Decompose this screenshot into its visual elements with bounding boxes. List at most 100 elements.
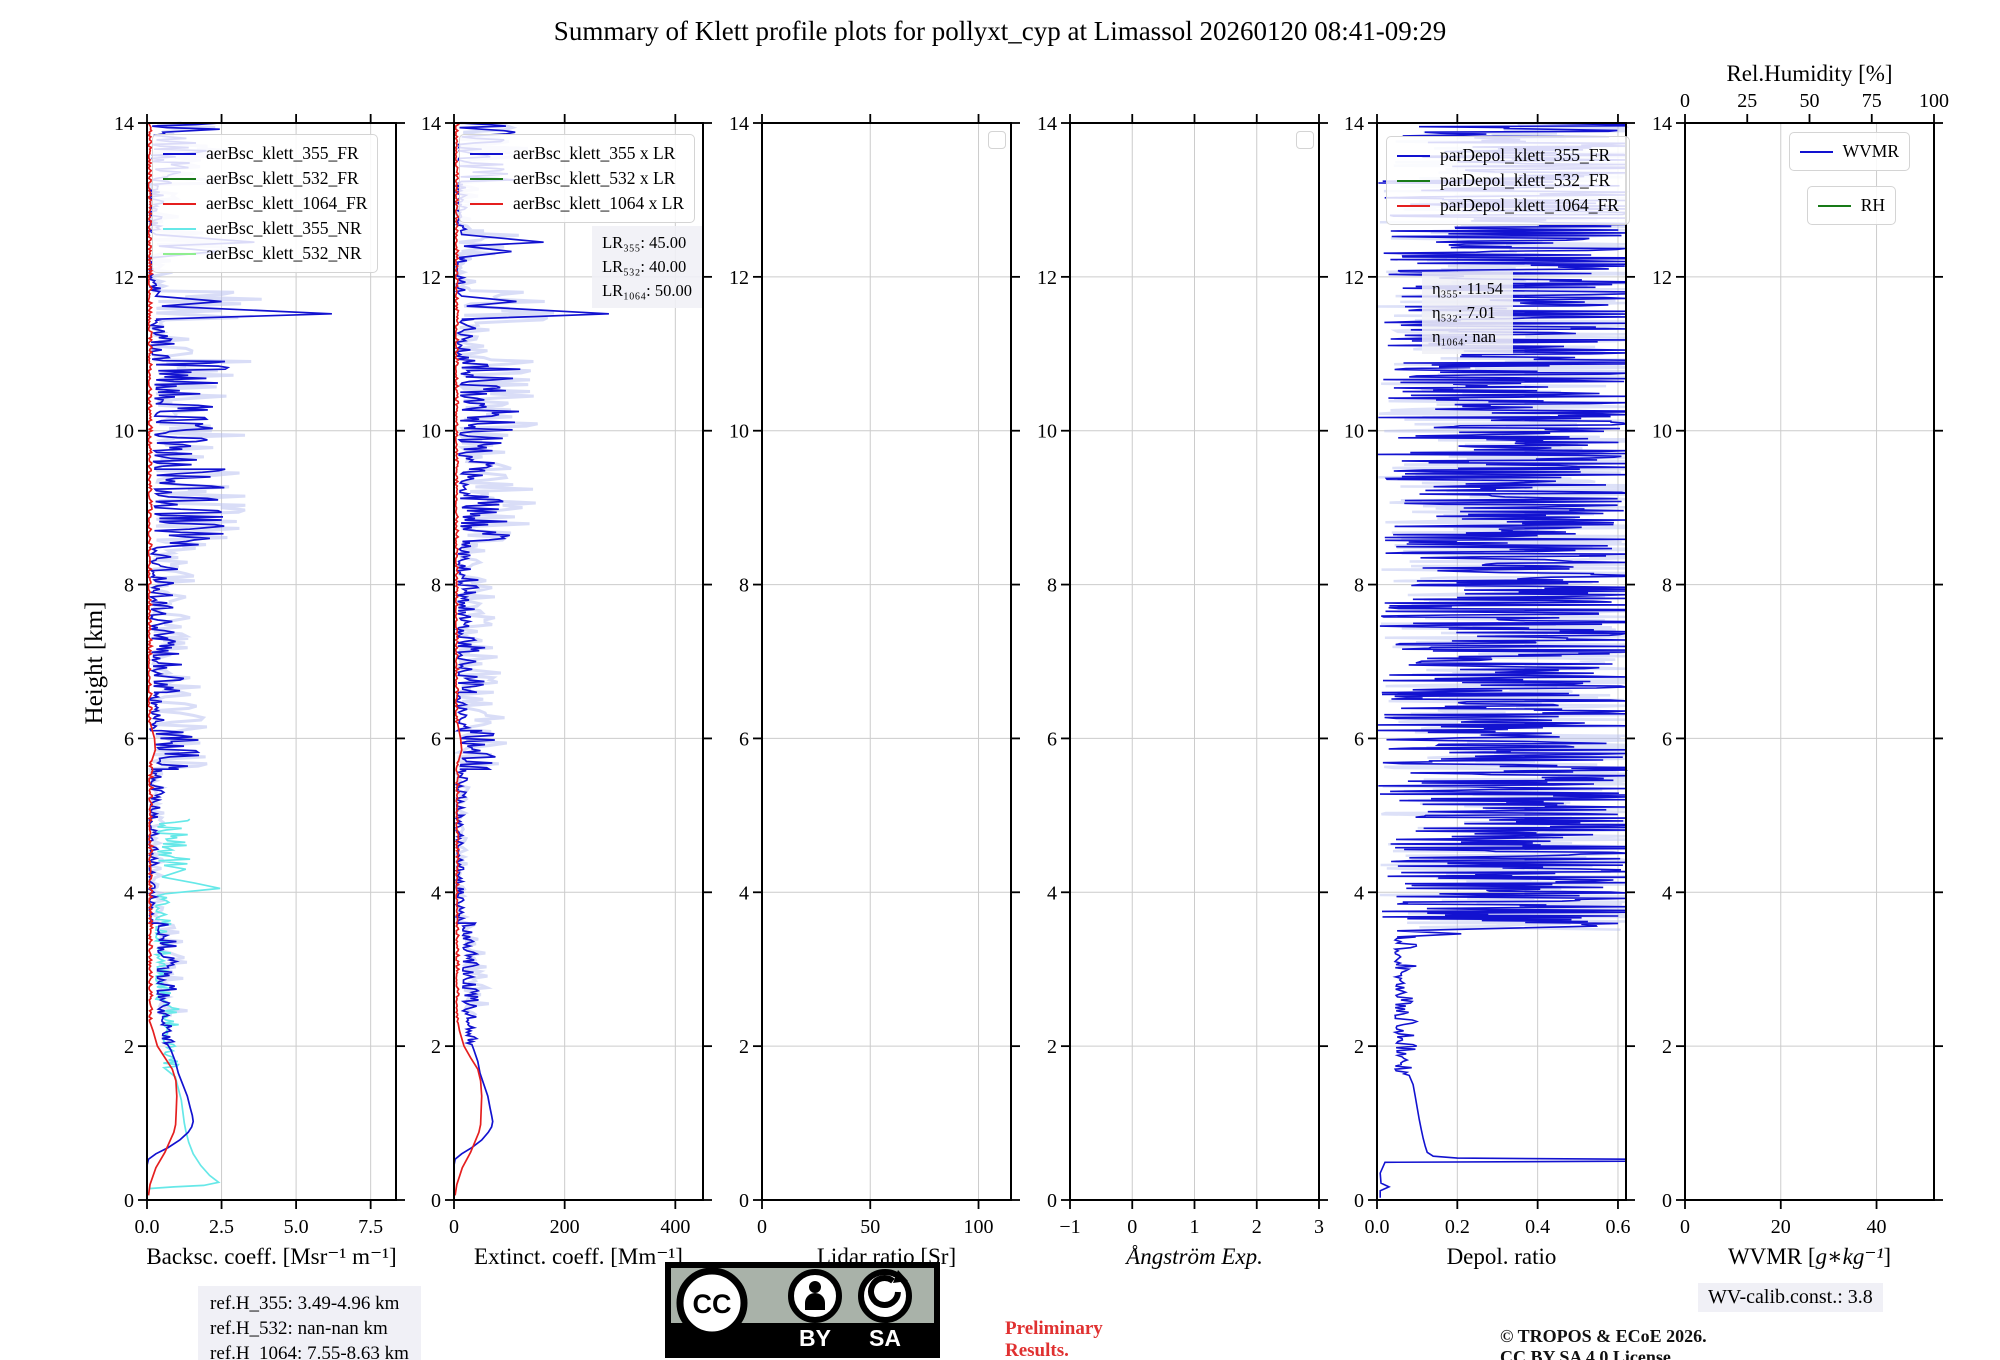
y-tick-label: 14 [421, 113, 441, 135]
legend-angstrom [1296, 131, 1314, 149]
legend-line-sample [163, 177, 196, 180]
y-tick-label: 4 [1662, 882, 1672, 904]
legend-entry: aerBsc_klett_355 x LR [470, 141, 684, 166]
y-tick-label: 2 [739, 1036, 749, 1058]
y-tick-label: 4 [124, 882, 134, 904]
top-tick-label: 100 [1919, 90, 1949, 112]
x-tick-label: 2.5 [209, 1216, 234, 1238]
y-tick-label: 4 [1047, 882, 1057, 904]
legend-entry: parDepol_klett_355_FR [1397, 143, 1619, 168]
plot-area-lidar-ratio: 0 50 100 0 2 4 6 8 10 12 14 [729, 113, 1020, 1238]
legend-backscatter: aerBsc_klett_355_FR aerBsc_klett_532_FR ae… [152, 134, 379, 273]
series-aerBsc_klett_1064_FR [146, 122, 178, 1196]
annotation-line: η₅₃₂: 7.01 [1432, 303, 1496, 322]
y-tick-label: 12 [1652, 267, 1672, 289]
legend-line-sample [470, 202, 503, 205]
plot-area-extinction: 0 200 400 0 2 4 6 8 10 12 14 [421, 113, 712, 1238]
top-tick-label: 75 [1862, 90, 1882, 112]
top-tick-label: 0 [1680, 90, 1690, 112]
x-tick-label: 5.0 [284, 1216, 309, 1238]
top-tick-label: 25 [1737, 90, 1757, 112]
legend-label: aerBsc_klett_532 x LR [513, 168, 676, 188]
y-tick-label: 0 [1047, 1190, 1057, 1212]
panel-angstrom: −1 0 1 2 3 0 2 4 6 8 10 12 14 Ångström Exp. [1037, 113, 1328, 1269]
legend-label: aerBsc_klett_355_FR [206, 143, 359, 163]
legend-depol: parDepol_klett_355_FR parDepol_klett_532_… [1386, 136, 1630, 225]
lidar-ratio-values-annotation: LR₃₅₅: 45.00 LR₅₃₂: 40.00 LR₁₀₆₄: 50.00 [592, 226, 702, 308]
y-tick-label: 4 [739, 882, 749, 904]
legend-line-sample [470, 177, 503, 180]
legend-label: aerBsc_klett_355 x LR [513, 143, 676, 163]
x-axis-label-wvmr: WVMR [g∗kg⁻¹] [1635, 1244, 1984, 1270]
x-tick-label: 0 [449, 1216, 459, 1238]
attribution-person-icon [788, 1269, 842, 1323]
panel-wvmr: Rel.Humidity [%] 0 20 40 0 25 50 75 100 0 2 4 6 8 10 1… [1652, 61, 1949, 1269]
legend-entry: aerBsc_klett_355_FR [163, 141, 367, 166]
annotation-line: Preliminary [1005, 1318, 1103, 1339]
legend-line-sample [163, 202, 196, 205]
y-tick-label: 6 [1354, 728, 1364, 750]
legend-wvmr: WVMR [1788, 132, 1910, 171]
top-tick-label: 50 [1800, 90, 1820, 112]
cc-label: CC [693, 1289, 732, 1319]
y-axis-label: Height [km] [81, 601, 108, 725]
share-alike-icon [858, 1269, 912, 1323]
legend-line-sample [1397, 154, 1430, 157]
legend-entry: aerBsc_klett_355_NR [163, 216, 367, 241]
y-tick-label: 14 [1344, 113, 1364, 135]
top-axis-label-rel-humidity: Rel.Humidity [%] [1726, 61, 1893, 86]
legend-entry: RH [1817, 193, 1885, 218]
y-tick-label: 8 [1662, 575, 1672, 597]
copyright-note: © TROPOS & ECoE 2026. CC BY SA 4.0 Licen… [1500, 1326, 1707, 1360]
x-tick-label: 200 [550, 1216, 580, 1238]
y-tick-label: 10 [421, 421, 441, 443]
reference-height-annotation: ref.H_355: 3.49-4.96 km ref.H_532: nan-n… [198, 1286, 421, 1360]
cc-by-sa-logo: CC BY SA [665, 1262, 940, 1358]
y-tick-label: 2 [431, 1036, 441, 1058]
x-tick-label: 50 [860, 1216, 880, 1238]
panel-extinction: 0 200 400 0 2 4 6 8 10 12 14 LR₃₅₅: 45.00 LR₅₃₂: 4… [421, 113, 712, 1269]
x-tick-label: 0 [1127, 1216, 1137, 1238]
legend-entry: aerBsc_klett_1064 x LR [470, 191, 684, 216]
legend-line-sample [1817, 204, 1851, 207]
x-tick-label: 0 [757, 1216, 767, 1238]
series-ext_355_uncertainty [452, 121, 555, 1017]
y-tick-label: 10 [1037, 421, 1057, 443]
y-tick-label: 2 [1662, 1036, 1672, 1058]
annotation-line: ref.H_532: nan-nan km [210, 1318, 388, 1339]
legend-entry: aerBsc_klett_532_NR [163, 241, 367, 266]
x-axis-label-extinction: Extinct. coeff. [Mm⁻¹] [474, 1244, 683, 1269]
legend-label: aerBsc_klett_532_NR [206, 243, 362, 263]
x-tick-label: 20 [1771, 1216, 1791, 1238]
legend-lidar-ratio [988, 131, 1006, 149]
y-tick-label: 6 [124, 728, 134, 750]
y-tick-label: 8 [124, 575, 134, 597]
x-tick-label: 3 [1314, 1216, 1324, 1238]
legend-rh: RH [1806, 186, 1896, 225]
legend-label: WVMR [1842, 141, 1899, 161]
panel-depol: 0.0 0.2 0.4 0.6 0 2 4 6 8 10 12 14 η₃₅₅: 11.54 η₅₃₂… [1344, 113, 1635, 1269]
legend-entry: aerBsc_klett_532 x LR [470, 166, 684, 191]
legend-line-sample [1799, 150, 1833, 153]
y-tick-label: 6 [739, 728, 749, 750]
x-tick-label: 0.0 [135, 1216, 160, 1238]
y-tick-label: 12 [421, 267, 441, 289]
annotation-line: LR₁₀₆₄: 50.00 [602, 281, 692, 300]
legend-extinction: aerBsc_klett_355 x LR aerBsc_klett_532 x … [459, 134, 696, 223]
plot-area-wvmr: 0 20 40 0 25 50 75 100 0 2 4 6 8 10 12 14 [1652, 90, 1949, 1238]
cc-license-badge: CC BY SA [665, 1262, 940, 1358]
y-tick-label: 8 [431, 575, 441, 597]
x-tick-label: 40 [1867, 1216, 1887, 1238]
plot-area-backscatter: 0.0 2.5 5.0 7.5 0 2 4 6 8 10 12 14 [114, 113, 405, 1238]
x-axis-label-wvmr-suffix: ] [1883, 1244, 1892, 1269]
y-tick-label: 8 [739, 575, 749, 597]
x-tick-label: 400 [660, 1216, 690, 1238]
y-tick-label: 0 [1662, 1190, 1672, 1212]
series-aerBsc_klett_355_NR [149, 818, 221, 1190]
by-label: BY [799, 1325, 831, 1351]
series-aerBsc_klett_355_x_LR [453, 122, 609, 1166]
y-tick-label: 0 [1354, 1190, 1364, 1212]
y-tick-label: 0 [739, 1190, 749, 1212]
y-tick-label: 0 [431, 1190, 441, 1212]
